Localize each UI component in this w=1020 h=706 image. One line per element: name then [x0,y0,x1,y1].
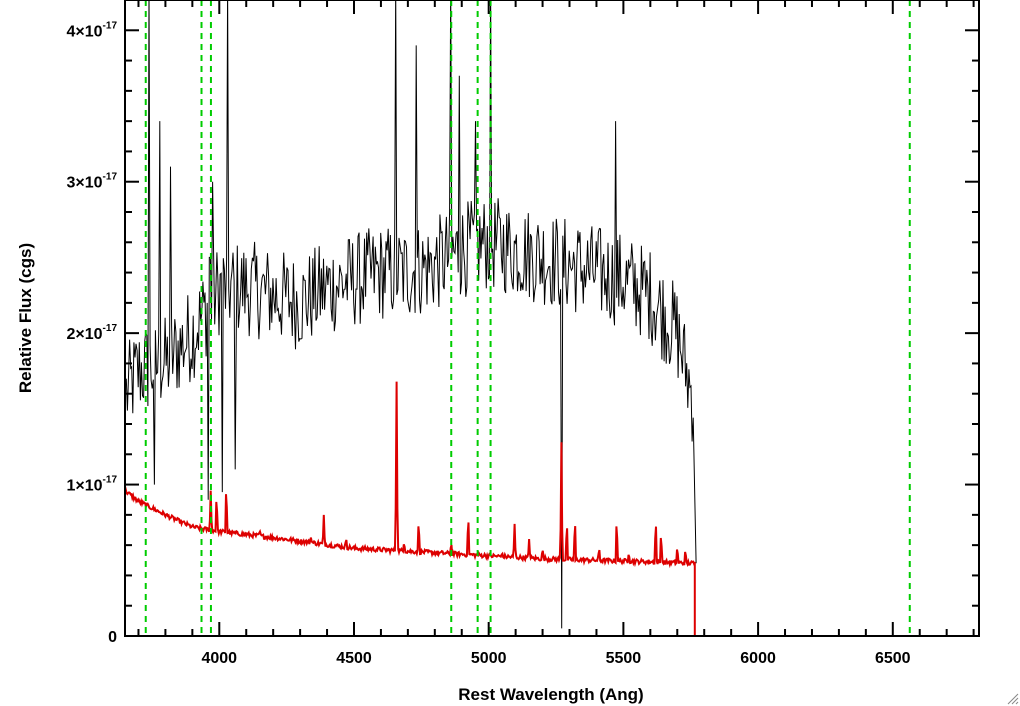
y-tick-label: 4×10-17 [67,20,118,40]
x-axis-label: Rest Wavelength (Ang) [458,685,643,704]
series-model-continuum [125,381,979,636]
x-tick-label: 6500 [875,650,911,667]
x-tick-label: 4000 [201,650,237,667]
data-layer [125,0,979,636]
resize-grip-icon [1007,693,1019,705]
x-tick-label: 6000 [740,650,776,667]
plot-frame [124,0,980,637]
x-tick-label: 5500 [606,650,642,667]
y-tick-label: 2×10-17 [67,323,118,343]
series-observed-spectrum [125,0,697,629]
y-tick-label: 1×10-17 [67,475,118,495]
y-tick-label: 0 [108,629,117,646]
x-tick-label: 5000 [471,650,507,667]
axes-layer [124,0,980,637]
labels-layer: 4000 4500 5000 5500 6000 6500 0 1×10-17 2×10-17 3… [67,20,911,667]
y-tick-label: 3×10-17 [67,172,118,192]
y-axis-label: Relative Flux (cgs) [16,243,35,393]
x-tick-label: 4500 [336,650,372,667]
